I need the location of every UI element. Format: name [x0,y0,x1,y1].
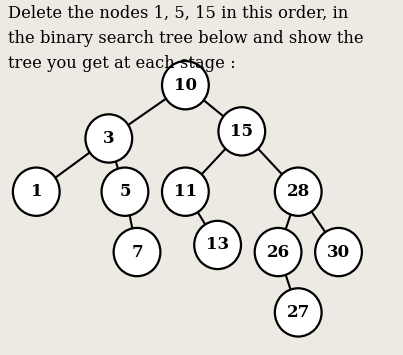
Ellipse shape [102,168,148,216]
Text: 1: 1 [31,183,42,200]
Text: the binary search tree below and show the: the binary search tree below and show th… [8,30,364,47]
Ellipse shape [275,168,322,216]
Ellipse shape [218,107,265,155]
Ellipse shape [255,228,301,276]
Ellipse shape [85,114,132,163]
Text: 7: 7 [131,244,143,261]
Ellipse shape [162,168,209,216]
Ellipse shape [162,61,209,109]
Text: 11: 11 [174,183,197,200]
Text: 27: 27 [287,304,310,321]
Text: 15: 15 [230,123,253,140]
Text: 10: 10 [174,77,197,94]
Text: 28: 28 [287,183,310,200]
Ellipse shape [114,228,160,276]
Text: 13: 13 [206,236,229,253]
Ellipse shape [275,288,322,337]
Ellipse shape [315,228,362,276]
Ellipse shape [194,221,241,269]
Text: 30: 30 [327,244,350,261]
Text: tree you get at each stage :: tree you get at each stage : [8,55,236,72]
Text: Delete the nodes 1, 5, 15 in this order, in: Delete the nodes 1, 5, 15 in this order,… [8,5,348,22]
Ellipse shape [13,168,60,216]
Text: 3: 3 [103,130,114,147]
Text: 26: 26 [266,244,290,261]
Text: 5: 5 [119,183,131,200]
